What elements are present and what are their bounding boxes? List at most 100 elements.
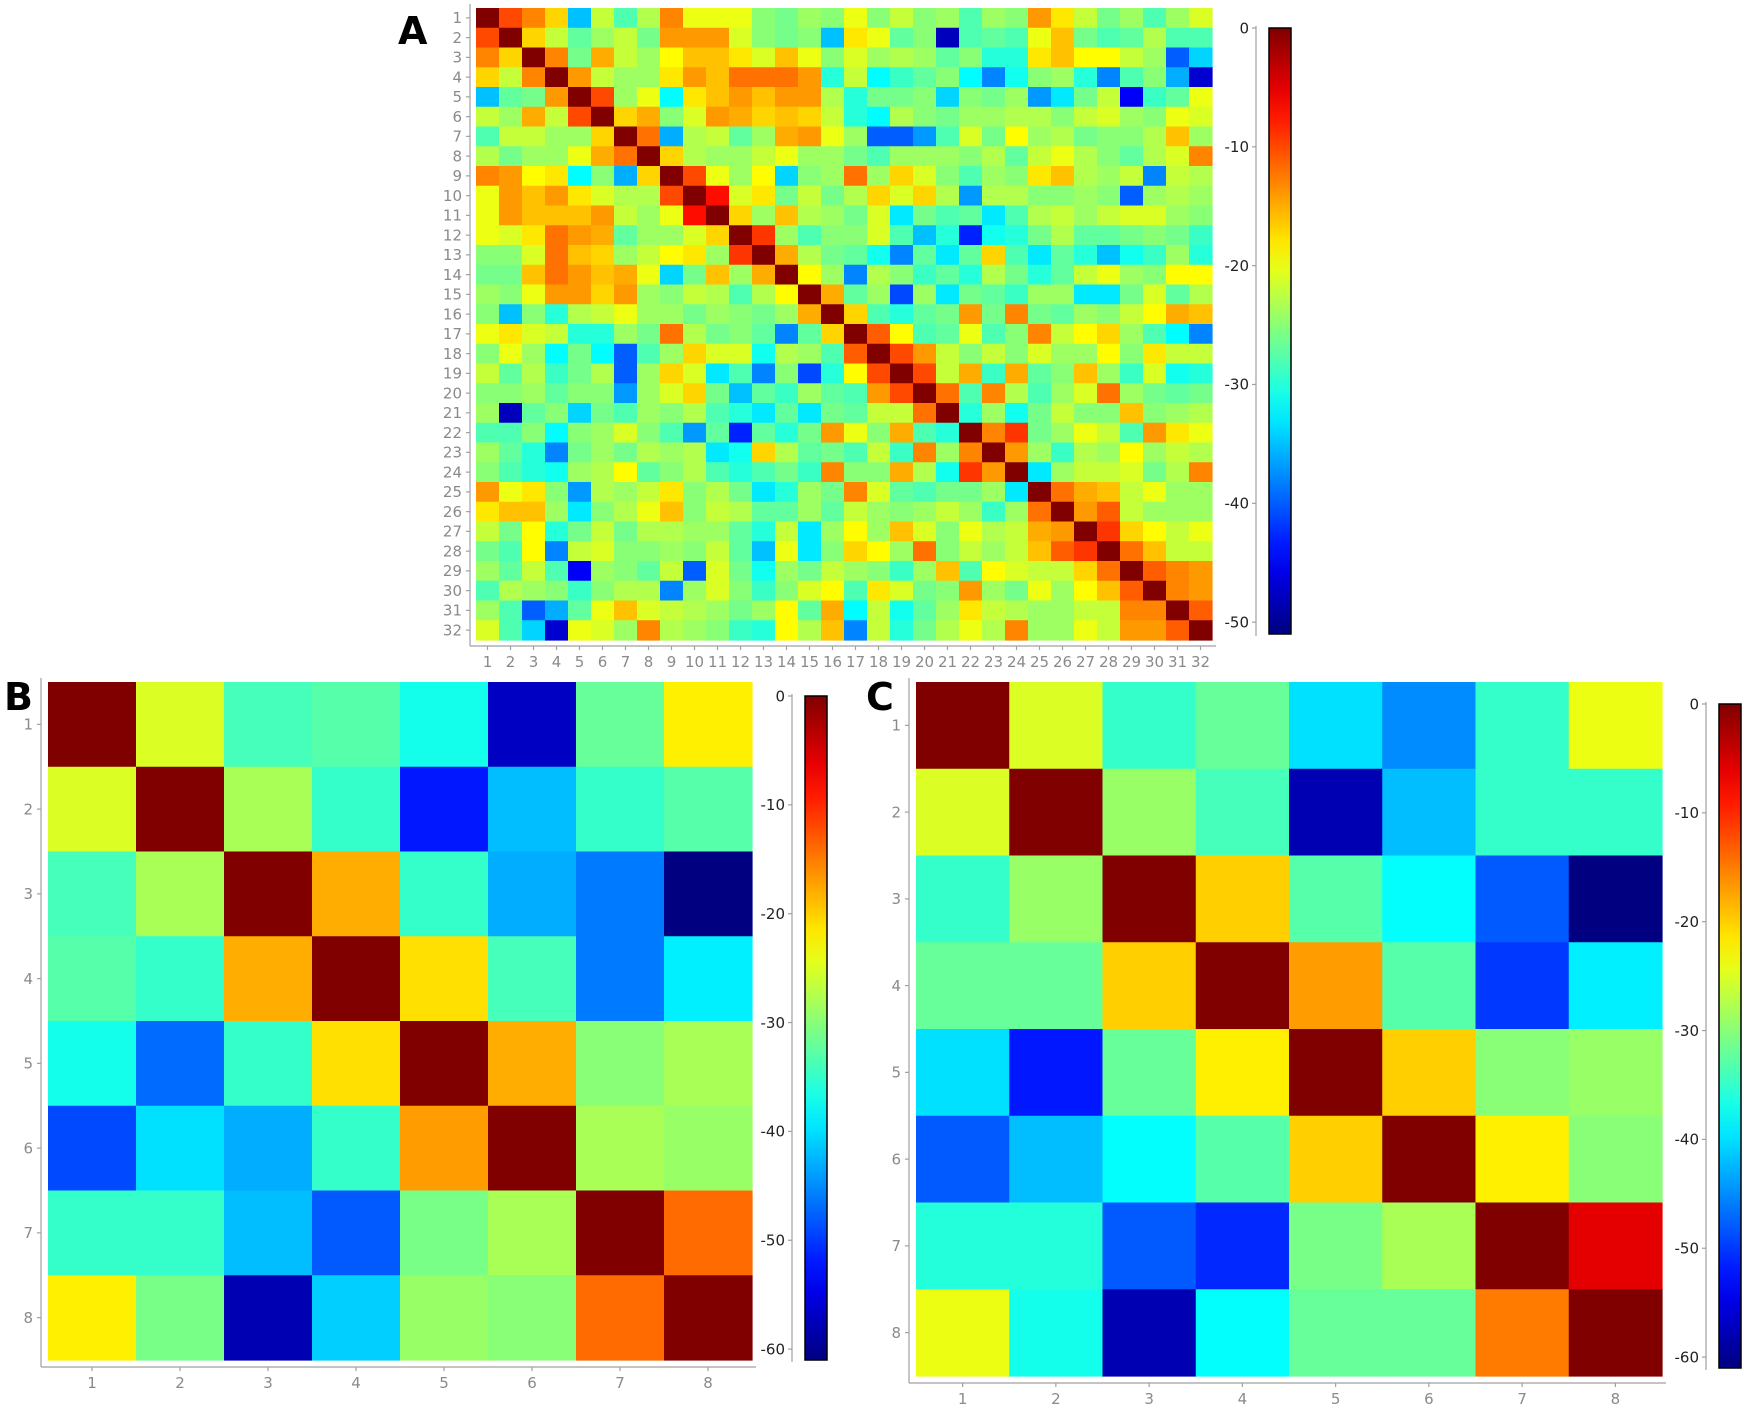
heatmap-cell (1568, 1029, 1663, 1117)
heatmap-cell (488, 1105, 577, 1192)
heatmap-cell (1382, 1029, 1477, 1117)
heatmap-cell (1382, 1202, 1477, 1290)
heatmap-cell (1005, 600, 1029, 621)
heatmap-cell (545, 363, 569, 384)
heatmap-cell (1102, 682, 1197, 770)
heatmap-cell (522, 264, 546, 286)
heatmap-cell (136, 766, 225, 853)
heatmap-cell (591, 146, 615, 167)
heatmap-cell (936, 343, 960, 365)
heatmap-cell (890, 363, 914, 384)
x-tick-label: 11 (708, 653, 727, 671)
heatmap-cell (1120, 462, 1144, 483)
heatmap-cell (522, 245, 546, 266)
heatmap-cell (1097, 304, 1121, 325)
heatmap-cell (683, 185, 707, 207)
heatmap-cell (706, 225, 730, 246)
heatmap-cell (522, 403, 546, 424)
heatmap-cell (1005, 264, 1029, 286)
heatmap-cell (522, 541, 546, 562)
heatmap-cell (568, 442, 592, 463)
heatmap-cell (660, 600, 684, 621)
heatmap-cell (614, 205, 638, 226)
heatmap-cell (312, 682, 401, 768)
heatmap-cell (1005, 87, 1029, 108)
heatmap-cell (499, 8, 523, 29)
heatmap-cell (664, 682, 753, 768)
heatmap-cell (936, 324, 960, 345)
heatmap-cell (959, 343, 983, 365)
heatmap-cell (936, 225, 960, 246)
heatmap-cell (936, 620, 960, 641)
heatmap-cell (729, 166, 753, 187)
heatmap-cell (752, 47, 776, 68)
heatmap-cell (1120, 521, 1144, 542)
heatmap-cell (982, 27, 1006, 49)
heatmap-cell (821, 264, 845, 286)
heatmap-cell (1074, 205, 1098, 226)
heatmap-cell (1143, 541, 1167, 562)
heatmap-cell (913, 47, 937, 68)
heatmap-cell (48, 766, 137, 853)
heatmap-cell (844, 324, 868, 345)
heatmap-cell (568, 561, 592, 582)
heatmap-cell (729, 383, 753, 404)
heatmap-cell (729, 600, 753, 621)
heatmap-cell (844, 166, 868, 187)
heatmap-cell (1097, 205, 1121, 226)
heatmap-cell (729, 482, 753, 503)
heatmap-cell (775, 304, 799, 325)
heatmap-cell (1028, 185, 1052, 207)
heatmap-cell (913, 521, 937, 542)
heatmap-cell (522, 462, 546, 483)
heatmap-cell (890, 205, 914, 226)
heatmap-cell (1166, 482, 1190, 503)
heatmap-cell (1009, 1029, 1104, 1117)
heatmap-cell (591, 27, 615, 49)
heatmap-cell (1143, 67, 1167, 88)
colorbar-tick-label: -40 (761, 1123, 786, 1141)
heatmap-cell (1189, 521, 1213, 542)
heatmap-cell (844, 47, 868, 68)
heatmap-cell (591, 67, 615, 88)
heatmap-cell (982, 363, 1006, 384)
heatmap-cell (522, 343, 546, 365)
heatmap-cell (916, 855, 1010, 943)
y-tick-label: 2 (891, 803, 901, 821)
y-tick-label: 8 (23, 1309, 33, 1327)
heatmap-cell (522, 600, 546, 621)
heatmap-cell (775, 561, 799, 582)
y-tick-label: 2 (452, 29, 462, 47)
heatmap-cell (568, 620, 592, 641)
heatmap-cell (1005, 245, 1029, 266)
heatmap-cell (1005, 620, 1029, 641)
heatmap-cell (1166, 47, 1190, 68)
heatmap-cell (1051, 146, 1075, 167)
heatmap-cell (1097, 403, 1121, 424)
heatmap-cell (1120, 541, 1144, 562)
heatmap-cell (775, 442, 799, 463)
colorbar-tick-label: -40 (1675, 1131, 1700, 1149)
heatmap-cell (576, 1190, 665, 1276)
y-tick-label: 14 (443, 266, 462, 284)
x-tick-label: 6 (1424, 1390, 1434, 1408)
y-tick-label: 1 (23, 716, 33, 734)
heatmap-cell (1166, 422, 1190, 444)
heatmap-cell (545, 166, 569, 187)
heatmap-cell (1097, 600, 1121, 621)
heatmap-cell (1097, 284, 1121, 305)
heatmap-cell (890, 67, 914, 88)
heatmap-cell (775, 245, 799, 266)
heatmap-cell (522, 166, 546, 187)
heatmap-cell (576, 682, 665, 768)
heatmap-cell (1120, 47, 1144, 68)
heatmap-cell (1120, 600, 1144, 621)
heatmap-cell (683, 521, 707, 542)
heatmap-cell (476, 501, 500, 523)
heatmap-cell (1074, 304, 1098, 325)
heatmap-cell (798, 363, 822, 384)
heatmap-cell (1120, 205, 1144, 226)
heatmap-cell (821, 8, 845, 29)
heatmap-cells (48, 682, 753, 1361)
